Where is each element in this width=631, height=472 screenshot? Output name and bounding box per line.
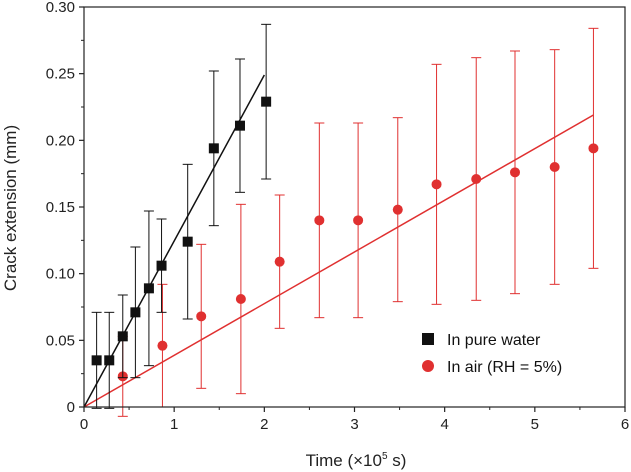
legend-marker-air xyxy=(422,360,434,372)
data-point-air xyxy=(392,204,403,215)
y-tick-label: 0.10 xyxy=(46,266,75,283)
axes-layer: 0 1 2 3 4 5 6 0 0.05 0.10 0.15 0.20 0.25 0.30 xyxy=(46,0,629,433)
x-tick-label: 3 xyxy=(350,416,358,433)
data-point-air xyxy=(235,294,246,304)
data-point-air xyxy=(157,340,168,351)
x-axis-title: Time (×105 s) xyxy=(306,451,407,470)
data-point-water xyxy=(156,260,167,271)
y-tick-label: 0.15 xyxy=(46,199,75,216)
x-tick-label: 0 xyxy=(80,416,88,433)
legend-marker-water xyxy=(422,333,434,345)
data-point-air xyxy=(353,215,364,226)
data-point-water xyxy=(234,120,245,131)
y-axis-title: Crack extension (mm) xyxy=(1,125,20,291)
data-point-water xyxy=(261,96,272,107)
fit-line-air xyxy=(83,114,594,408)
y-tick-label: 0.05 xyxy=(46,332,75,349)
x-tick-label: 6 xyxy=(621,416,629,433)
x-tick-label: 5 xyxy=(531,416,539,433)
data-point-water xyxy=(91,355,102,366)
y-tick-label: 0 xyxy=(67,399,75,416)
plot-layer xyxy=(83,23,599,417)
y-tick-label: 0.20 xyxy=(46,132,75,149)
data-point-air xyxy=(314,215,325,226)
y-tick-label: 0.30 xyxy=(46,0,75,16)
y-tick-label: 0.25 xyxy=(46,66,75,83)
x-tick-label: 2 xyxy=(260,416,268,433)
data-point-air xyxy=(431,179,442,190)
legend-label-water: In pure water xyxy=(447,332,541,349)
data-point-air xyxy=(196,311,207,322)
legend-label-air: In air (RH = 5%) xyxy=(447,359,562,376)
data-point-air xyxy=(274,256,285,267)
data-point-water xyxy=(117,331,128,342)
data-point-water xyxy=(182,236,193,247)
data-point-water xyxy=(143,283,154,294)
x-tick-label: 1 xyxy=(170,416,178,433)
data-point-water xyxy=(104,355,115,366)
data-point-water xyxy=(130,307,141,318)
fit-line-water xyxy=(83,74,265,408)
data-point-air xyxy=(509,167,520,178)
legend: In pure water In air (RH = 5%) xyxy=(422,332,562,376)
data-point-water xyxy=(208,143,219,154)
data-point-air xyxy=(588,143,599,154)
data-point-air xyxy=(549,162,560,172)
x-tick-label: 4 xyxy=(440,416,448,433)
data-point-air xyxy=(471,174,482,184)
